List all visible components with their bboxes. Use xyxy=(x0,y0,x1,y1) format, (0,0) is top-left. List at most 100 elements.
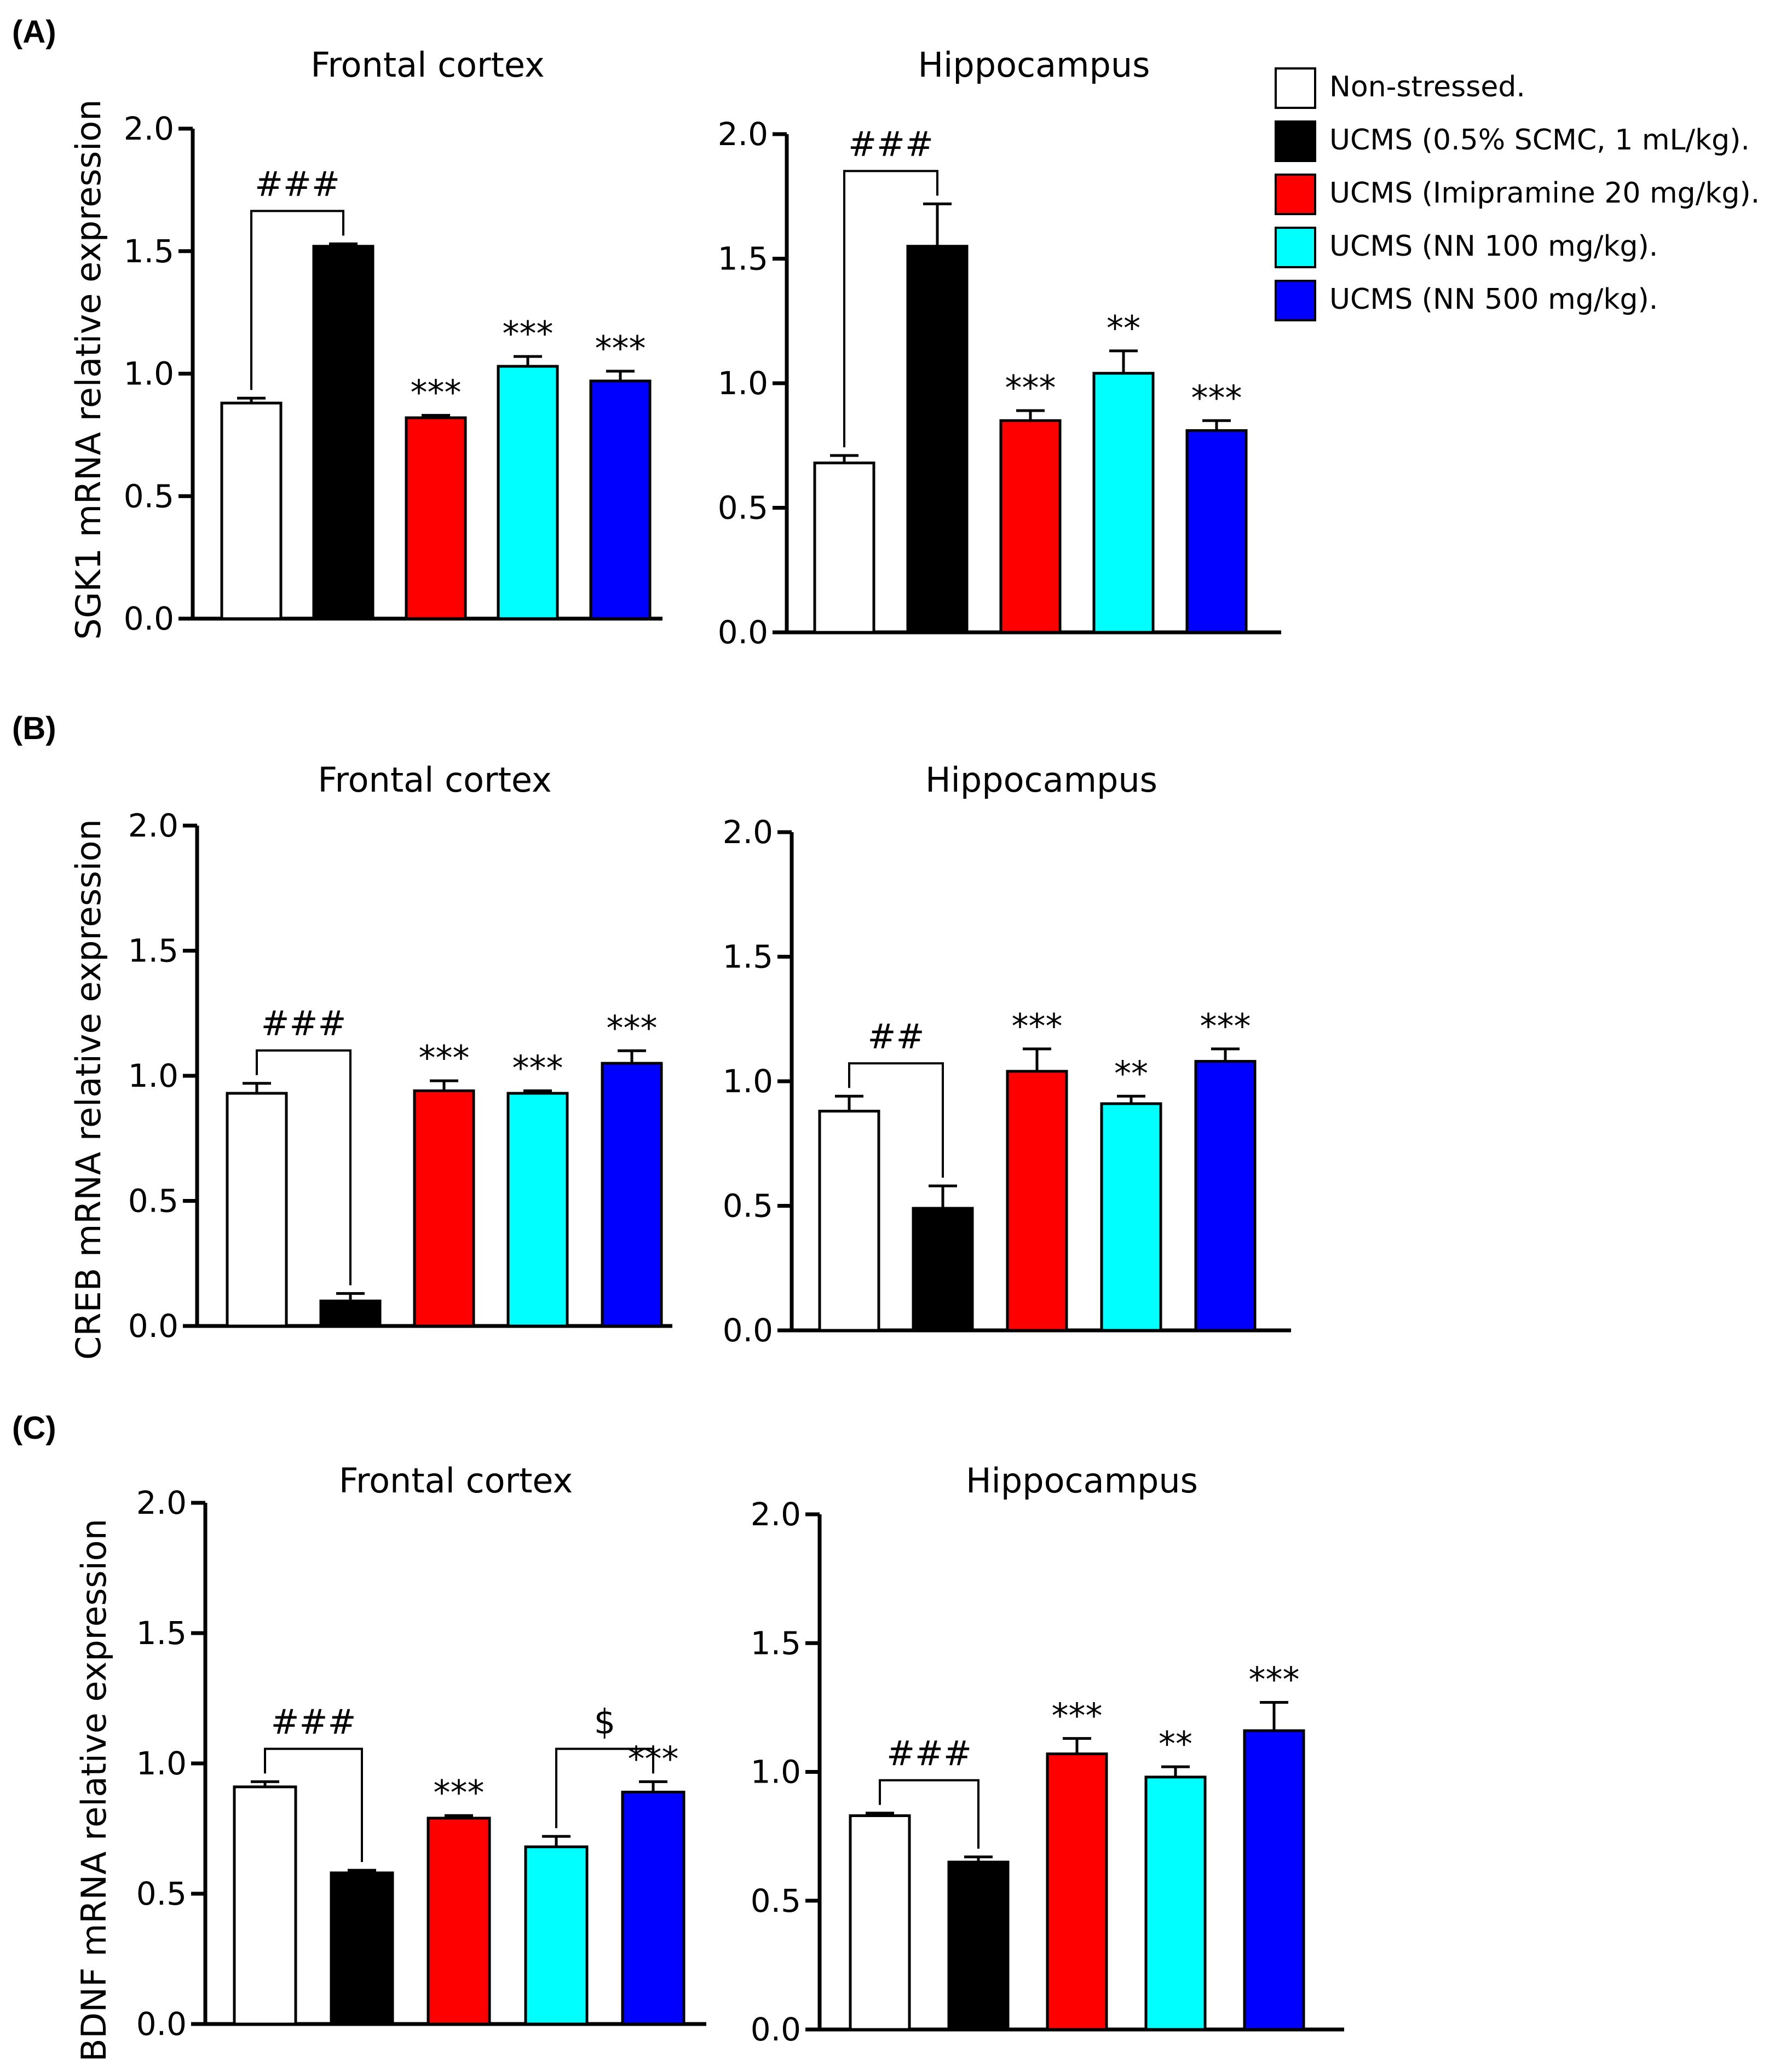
bar-ucms-nn-100-mg-kg xyxy=(1092,372,1155,634)
chart-title: Hippocampus xyxy=(918,45,1150,85)
ylabel-b: CREB mRNA relative expression xyxy=(68,819,108,1360)
panel-label-c: (C) xyxy=(12,1410,56,1446)
comparison-bracket xyxy=(250,210,344,390)
bar-ucms-nn-100-mg-kg xyxy=(497,365,559,620)
significance-label: *** xyxy=(1200,1006,1251,1046)
bar-ucms-imipramine-20-mg-kg xyxy=(1006,1070,1068,1332)
chart-creb-frontal-cortex: Frontal cortex 0.0 0.5 1.0 1.5 2.0 *** *** *** ##… xyxy=(128,760,672,1345)
y-tick-label: 0.0 xyxy=(124,600,174,637)
chart-title: Hippocampus xyxy=(925,760,1157,800)
legend-label-ucms-scmc: UCMS (0.5% SCMC, 1 mL/kg). xyxy=(1329,124,1750,157)
comparison-bracket xyxy=(843,170,938,447)
legend-label-ucms-nn500: UCMS (NN 500 mg/kg). xyxy=(1329,283,1658,316)
y-tick-label: 2.0 xyxy=(128,807,178,844)
y-tick-label: 2.0 xyxy=(751,1496,801,1533)
bracket-label: ## xyxy=(868,1016,925,1056)
chart-title: Frontal cortex xyxy=(339,1461,573,1501)
bar-ucms-0-5-scmc-1-ml-kg xyxy=(947,1860,1010,2031)
y-tick-label: 0.0 xyxy=(723,1312,773,1349)
bar-ucms-0-5-scmc-1-ml-kg xyxy=(319,1299,382,1328)
legend-swatch-non-stressed xyxy=(1275,67,1316,109)
y-tick-label: 0.0 xyxy=(136,2005,187,2043)
significance-label: *** xyxy=(411,373,462,413)
y-tick-label: 2.0 xyxy=(136,1484,187,1521)
comparison-bracket xyxy=(256,1049,352,1285)
y-tick-label: 1.5 xyxy=(723,938,773,976)
bar-ucms-nn-500-mg-kg xyxy=(601,1062,663,1328)
bar-ucms-nn-100-mg-kg xyxy=(1100,1102,1162,1332)
bar-ucms-nn-500-mg-kg xyxy=(1185,429,1248,634)
bar-ucms-imipramine-20-mg-kg xyxy=(405,416,467,620)
bar-ucms-0-5-scmc-1-ml-kg xyxy=(312,245,374,620)
bracket-label: ### xyxy=(261,1004,347,1043)
legend-swatch-ucms-nn100 xyxy=(1275,227,1316,268)
comparison-bracket xyxy=(264,1748,363,1863)
significance-label: *** xyxy=(503,314,554,354)
y-tick-label: 0.0 xyxy=(718,614,768,651)
legend-label-ucms-imipramine: UCMS (Imipramine 20 mg/kg). xyxy=(1329,177,1760,210)
bar-ucms-imipramine-20-mg-kg xyxy=(413,1089,475,1328)
legend-swatch-ucms-scmc xyxy=(1275,120,1316,162)
bar-ucms-0-5-scmc-1-ml-kg xyxy=(906,245,969,634)
legend-swatch-ucms-imipramine xyxy=(1275,174,1316,215)
chart-title: Frontal cortex xyxy=(310,45,544,85)
y-tick-label: 0.5 xyxy=(723,1187,773,1225)
bar-non-stressed xyxy=(818,1110,880,1332)
bracket-label: ### xyxy=(848,124,934,164)
legend: Non-stressed. UCMS (0.5% SCMC, 1 mL/kg).… xyxy=(1275,67,1760,321)
chart-title: Frontal cortex xyxy=(318,760,551,800)
y-tick-label: 1.5 xyxy=(124,233,174,270)
bar-ucms-0-5-scmc-1-ml-kg xyxy=(912,1207,974,1332)
y-tick-label: 0.5 xyxy=(751,1882,801,1919)
bar-ucms-imipramine-20-mg-kg xyxy=(1046,1752,1108,2031)
chart-title: Hippocampus xyxy=(966,1461,1198,1501)
significance-label: *** xyxy=(607,1008,658,1048)
significance-label: *** xyxy=(1191,378,1242,418)
y-tick-label: 1.5 xyxy=(136,1615,187,1652)
significance-label: ** xyxy=(1107,308,1140,348)
legend-swatch-ucms-nn500 xyxy=(1275,280,1316,321)
bar-ucms-imipramine-20-mg-kg xyxy=(999,419,1062,634)
bracket-label: ### xyxy=(255,164,340,204)
bar-ucms-nn-100-mg-kg xyxy=(506,1092,569,1328)
bar-ucms-imipramine-20-mg-kg xyxy=(427,1817,491,2026)
y-tick-label: 0.5 xyxy=(718,489,768,527)
y-tick-label: 0.5 xyxy=(128,1183,178,1220)
bracket-label: ### xyxy=(886,1733,972,1773)
panel-label-b: (B) xyxy=(12,711,56,746)
y-tick-label: 1.0 xyxy=(128,1057,178,1094)
bar-non-stressed xyxy=(220,401,283,620)
significance-label: *** xyxy=(434,1773,485,1813)
bar-non-stressed xyxy=(813,462,875,634)
bar-non-stressed xyxy=(233,1785,297,2026)
y-tick-label: 0.0 xyxy=(128,1307,178,1345)
y-tick-label: 0.0 xyxy=(751,2011,801,2048)
bar-ucms-nn-100-mg-kg xyxy=(524,1845,589,2026)
significance-label: *** xyxy=(1052,1696,1103,1735)
y-tick-label: 1.0 xyxy=(718,365,768,402)
bracket-label: ### xyxy=(271,1702,356,1742)
ylabel-c: BDNF mRNA relative expression xyxy=(74,1519,114,2062)
y-tick-label: 1.0 xyxy=(136,1745,187,1782)
y-tick-label: 2.0 xyxy=(718,116,768,153)
y-tick-label: 1.5 xyxy=(718,240,768,278)
bar-non-stressed xyxy=(226,1092,288,1328)
legend-label-ucms-nn100: UCMS (NN 100 mg/kg). xyxy=(1329,230,1658,263)
significance-label: *** xyxy=(512,1048,563,1088)
significance-label: *** xyxy=(419,1038,470,1078)
ylabel-a: SGK1 mRNA relative expression xyxy=(68,99,108,639)
y-tick-label: 2.0 xyxy=(124,110,174,147)
y-tick-label: 1.0 xyxy=(751,1754,801,1791)
comparison-bracket xyxy=(879,1779,979,1849)
bar-ucms-nn-500-mg-kg xyxy=(1194,1060,1257,1332)
significance-label: *** xyxy=(1249,1659,1300,1699)
y-tick-label: 1.0 xyxy=(124,355,174,393)
y-tick-label: 1.5 xyxy=(751,1624,801,1662)
significance-label: *** xyxy=(1005,368,1056,408)
y-tick-label: 2.0 xyxy=(723,814,773,851)
